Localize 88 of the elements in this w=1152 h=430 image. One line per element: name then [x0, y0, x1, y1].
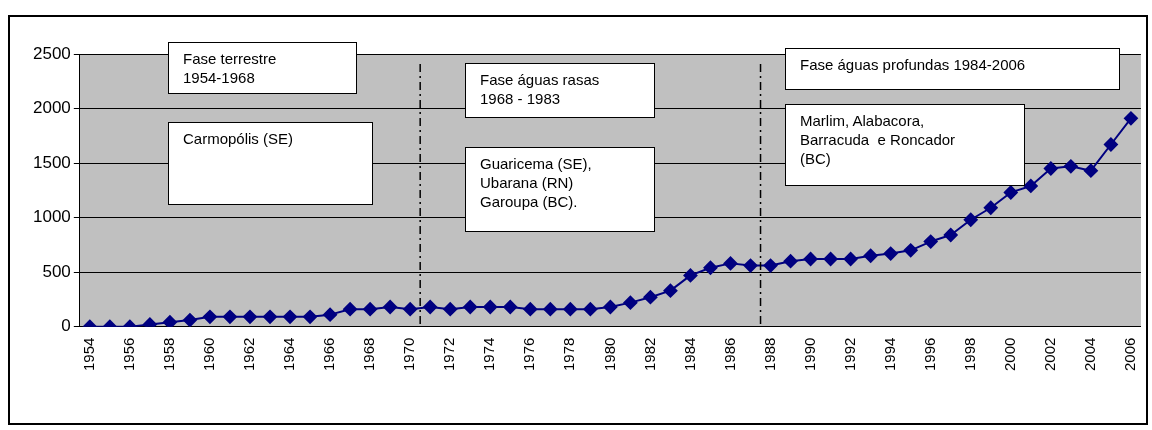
point [162, 315, 177, 327]
point [443, 302, 458, 317]
point [263, 309, 278, 324]
y-tick-label: 1000 [32, 207, 71, 227]
point [182, 313, 197, 327]
y-tick-label: 500 [42, 261, 71, 281]
x-tick-label: 1956 [120, 337, 138, 372]
point [1083, 163, 1098, 178]
x-tick-label: 1978 [560, 337, 578, 372]
y-tick-label: 1500 [32, 152, 71, 172]
point [1123, 111, 1138, 126]
point [843, 252, 858, 267]
x-tick-label: 1986 [720, 337, 738, 372]
point [863, 248, 878, 263]
x-tick-label: 1982 [640, 337, 658, 372]
x-tick-label: 2002 [1040, 337, 1058, 372]
y-tick-label: 2500 [32, 43, 71, 63]
point [323, 307, 338, 322]
point [743, 258, 758, 273]
point [243, 309, 257, 324]
point [543, 302, 558, 317]
point [763, 258, 778, 273]
x-tick-label: 1970 [400, 337, 418, 372]
point [202, 309, 217, 324]
point [403, 302, 418, 317]
x-tick-label: 1996 [920, 337, 938, 372]
point [1003, 185, 1018, 200]
point [983, 200, 998, 215]
point [683, 268, 698, 283]
point [363, 302, 378, 317]
point [523, 302, 538, 317]
point [723, 256, 738, 271]
text-box: Fase terrestre 1954-1968 [168, 42, 357, 94]
point [1063, 159, 1078, 174]
point [1023, 178, 1038, 193]
point [823, 252, 838, 267]
point [783, 254, 798, 269]
y-tick-label: 0 [61, 316, 71, 336]
x-tick-label: 1974 [480, 337, 498, 372]
point [803, 252, 818, 267]
point [483, 300, 498, 314]
point [563, 302, 578, 317]
point [463, 300, 478, 314]
point [303, 309, 318, 324]
point [222, 309, 237, 324]
x-tick-label: 1964 [280, 337, 298, 372]
x-tick-label: 1966 [320, 337, 338, 372]
x-tick-label: 2006 [1121, 337, 1139, 372]
x-tick-label: 1994 [880, 337, 898, 372]
x-tick-label: 1972 [440, 337, 458, 372]
point [923, 234, 938, 249]
point [423, 300, 438, 314]
text-box: Marlim, Alabacora, Barracuda e Roncador (BC) [785, 104, 1025, 186]
x-tick-label: 2000 [1000, 337, 1018, 372]
x-tick-label: 1998 [960, 337, 978, 372]
point [643, 290, 658, 305]
text-box: Fase águas profundas 1984-2006 [785, 48, 1120, 90]
point [1103, 137, 1118, 152]
text-box: Fase águas rasas 1968 - 1983 [465, 63, 655, 118]
point [1043, 161, 1058, 176]
point [383, 300, 398, 314]
point [283, 309, 298, 324]
x-tick-label: 1954 [79, 337, 97, 372]
x-tick-label: 1958 [160, 337, 178, 372]
point [963, 212, 978, 227]
x-tick-label: 1976 [520, 337, 538, 372]
point [603, 300, 618, 314]
point [943, 228, 958, 243]
point [503, 300, 518, 314]
point [583, 302, 598, 317]
x-tick-label: 1980 [600, 337, 618, 372]
x-tick-label: 1962 [240, 337, 258, 372]
text-box: Guaricema (SE), Ubarana (RN) Garoupa (BC). [465, 147, 655, 232]
x-tick-label: 1968 [360, 337, 378, 372]
x-tick-label: 1960 [200, 337, 218, 372]
point [663, 283, 678, 298]
point [883, 246, 898, 261]
point [703, 260, 718, 275]
x-tick-label: 1992 [840, 337, 858, 372]
x-tick-label: 2004 [1081, 337, 1099, 372]
point [903, 243, 918, 258]
y-tick-label: 2000 [32, 98, 71, 118]
x-tick-label: 1988 [760, 337, 778, 372]
x-tick-label: 1984 [680, 337, 698, 372]
text-box: Carmopólis (SE) [168, 122, 373, 205]
point [343, 302, 358, 317]
x-tick-label: 1990 [800, 337, 818, 372]
point [623, 295, 638, 310]
